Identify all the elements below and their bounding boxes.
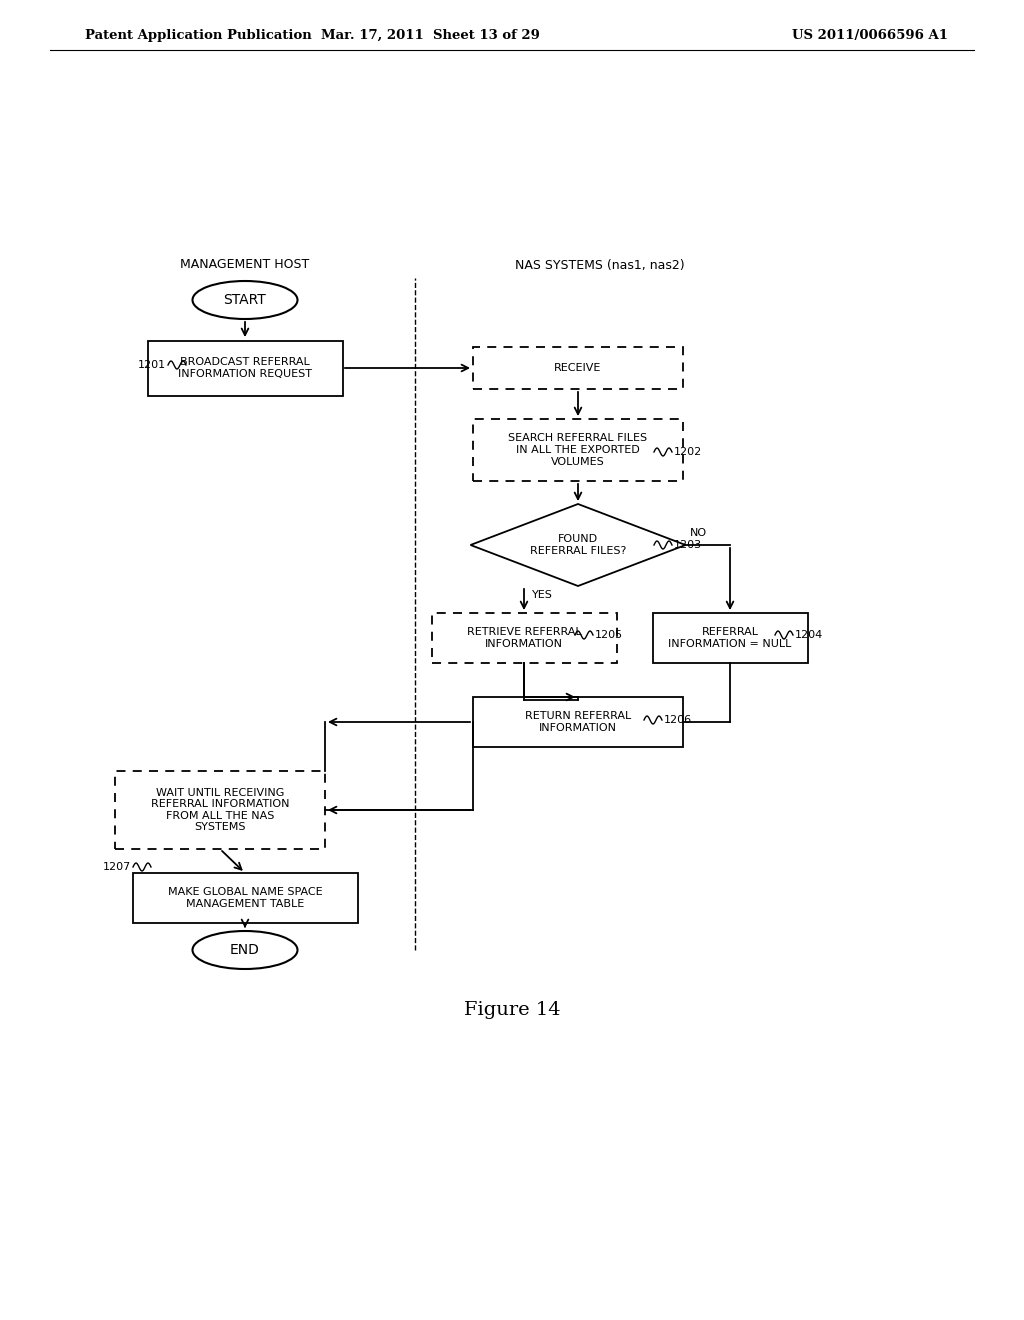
Bar [115,771,325,849]
Text: Patent Application Publication: Patent Application Publication [85,29,311,41]
Text: 1207: 1207 [102,862,131,873]
Text: FOUND
REFERRAL FILES?: FOUND REFERRAL FILES? [529,535,627,556]
Text: 1201: 1201 [138,360,166,370]
Text: REFERRAL
INFORMATION = NULL: REFERRAL INFORMATION = NULL [669,627,792,649]
Bar [473,418,683,480]
Text: Mar. 17, 2011  Sheet 13 of 29: Mar. 17, 2011 Sheet 13 of 29 [321,29,540,41]
Bar [473,697,683,747]
Bar [652,612,808,663]
Bar [431,612,616,663]
Text: 1202: 1202 [674,447,702,457]
Text: 1206: 1206 [664,715,692,725]
Text: END: END [230,942,260,957]
Bar [132,873,357,923]
Text: Figure 14: Figure 14 [464,1001,560,1019]
Text: MAKE GLOBAL NAME SPACE
MANAGEMENT TABLE: MAKE GLOBAL NAME SPACE MANAGEMENT TABLE [168,887,323,908]
Text: RETRIEVE REFERRAL
INFORMATION: RETRIEVE REFERRAL INFORMATION [467,627,582,649]
Text: 1204: 1204 [795,630,823,640]
Text: WAIT UNTIL RECEIVING
REFERRAL INFORMATION
FROM ALL THE NAS
SYSTEMS: WAIT UNTIL RECEIVING REFERRAL INFORMATIO… [151,788,289,833]
Bar [147,341,342,396]
Text: MANAGEMENT HOST: MANAGEMENT HOST [180,259,309,272]
Text: 1205: 1205 [595,630,624,640]
Bar [473,347,683,389]
Text: YES: YES [532,590,553,601]
Text: SEARCH REFERRAL FILES
IN ALL THE EXPORTED
VOLUMES: SEARCH REFERRAL FILES IN ALL THE EXPORTE… [509,433,647,466]
Text: NO: NO [690,528,708,539]
Text: 1203: 1203 [674,540,702,550]
Text: START: START [223,293,266,308]
Text: US 2011/0066596 A1: US 2011/0066596 A1 [792,29,948,41]
Text: RECEIVE: RECEIVE [554,363,602,374]
Text: BROADCAST REFERRAL
INFORMATION REQUEST: BROADCAST REFERRAL INFORMATION REQUEST [178,358,312,379]
Text: RETURN REFERRAL
INFORMATION: RETURN REFERRAL INFORMATION [525,711,631,733]
Text: NAS SYSTEMS (nas1, nas2): NAS SYSTEMS (nas1, nas2) [515,259,685,272]
